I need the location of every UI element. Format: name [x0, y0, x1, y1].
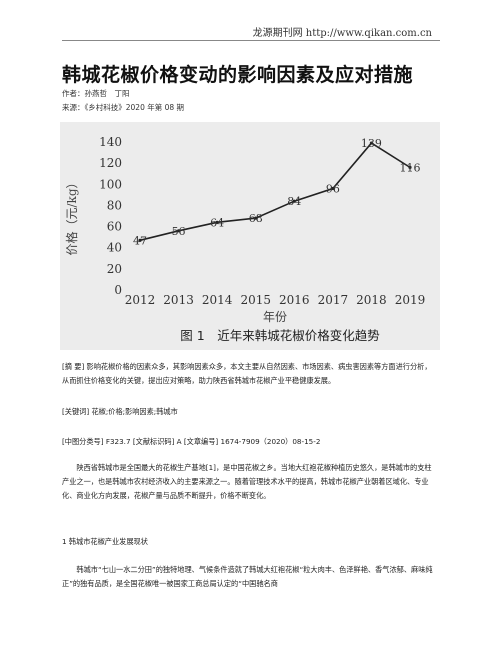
x-tick-label: 2014 [202, 293, 233, 307]
data-point [292, 199, 296, 203]
price-chart-svg: 0 20 40 60 80 100 120 140 2012 2013 2014 2015 2016 20… [64, 135, 426, 343]
site-header: 龙源期刊网 http://www.qikan.com.cn [252, 28, 432, 39]
classification: [中图分类号] F323.7 [文献标识码] A [文章编号] 1674-790… [62, 437, 321, 446]
y-tick-label: 80 [107, 198, 122, 212]
y-tick-label: 140 [99, 135, 122, 149]
y-tick-label: 0 [114, 283, 122, 297]
series-line [139, 142, 411, 242]
data-label: 84 [287, 195, 301, 208]
x-axis-label: 年份 [263, 310, 287, 324]
data-point [176, 229, 181, 233]
data-label: 56 [172, 225, 186, 238]
x-tick-label: 2012 [125, 293, 156, 307]
section-paragraph: 韩城市“七山一水二分田”的独特地理、气候条件造就了韩城大红袍花椒“粒大肉丰、色泽… [62, 565, 433, 588]
y-axis-label: 价格（元/kg） [64, 177, 79, 256]
data-label: 47 [133, 234, 147, 247]
x-tick-label: 2019 [395, 293, 426, 307]
data-point [408, 165, 412, 169]
data-label: 96 [326, 183, 340, 196]
article-title: 韩城花椒价格变动的影响因素及应对措施 [62, 64, 414, 86]
y-tick-label: 60 [107, 220, 122, 234]
section-heading: 1 韩城市花椒产业发展现状 [62, 537, 148, 546]
price-chart: 0 20 40 60 80 100 120 140 2012 2013 2014 2015 2016 20… [60, 122, 440, 350]
x-tick-label: 2015 [240, 293, 271, 307]
data-label: 116 [400, 161, 421, 174]
x-tick-label: 2017 [318, 293, 349, 307]
x-tick-label: 2013 [163, 293, 194, 307]
data-point [215, 220, 219, 224]
y-tick-label: 100 [99, 177, 122, 191]
article-authors: 作者：孙燕哲 丁阳 [62, 89, 130, 98]
data-point [331, 186, 335, 191]
abstract: [摘 要] 影响花椒价格的因素众多，其影响因素众多，本文主要从自然因素、市场因素… [62, 362, 432, 385]
data-point [138, 238, 142, 242]
article-source: 来源：《乡村科技》2020 年第 08 期 [62, 103, 185, 112]
data-label: 64 [210, 216, 224, 229]
y-tick-label: 20 [107, 262, 122, 276]
keywords: [关键词] 花椒;价格;影响因素;韩城市 [62, 407, 178, 416]
header-rule [62, 40, 440, 41]
data-label: 139 [361, 137, 382, 150]
y-tick-label: 120 [99, 156, 122, 170]
x-tick-label: 2018 [356, 293, 387, 307]
intro-paragraph: 陕西省韩城市是全国最大的花椒生产基地[1]，是中国花椒之乡。当地大红袍花椒种植历… [62, 463, 432, 500]
chart-title: 图 1 近年来韩城花椒价格变化趋势 [180, 328, 380, 343]
x-tick-label: 2016 [279, 293, 310, 307]
data-point [254, 216, 258, 220]
data-point [369, 141, 374, 145]
data-label: 68 [249, 212, 263, 225]
y-tick-label: 40 [107, 241, 122, 255]
